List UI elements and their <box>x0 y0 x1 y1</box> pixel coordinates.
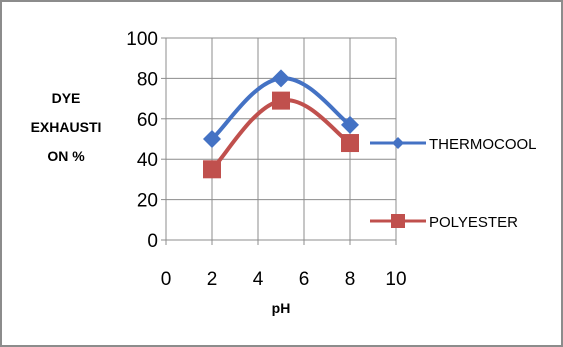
y-tick-label-0: 0 <box>147 231 158 252</box>
x-tick-label-2: 2 <box>207 269 218 290</box>
y-tick-label-60: 60 <box>137 110 158 131</box>
legend-label-thermocool: THERMOCOOL <box>429 136 537 153</box>
tick-labels: 0 20 40 60 80 100 0 2 4 6 8 10 <box>126 29 406 290</box>
y-tick-label-100: 100 <box>126 29 158 50</box>
legend-marker-polyester <box>391 214 405 228</box>
x-tick-label-0: 0 <box>161 269 172 290</box>
legend-item-polyester: POLYESTER <box>370 214 518 231</box>
legend: THERMOCOOL POLYESTER <box>370 136 537 231</box>
gridlines <box>166 37 397 240</box>
data-point-polyester-8 <box>341 134 359 153</box>
data-point-polyester-2 <box>203 160 221 179</box>
x-tick-label-4: 4 <box>253 269 264 290</box>
y-axis-title-line-1: DYE <box>52 90 81 106</box>
data-point-thermocool-5 <box>272 69 290 88</box>
y-tick-label-40: 40 <box>137 150 158 171</box>
legend-marker-thermocool <box>392 137 404 149</box>
series-thermocool <box>203 69 359 148</box>
y-tick-label-20: 20 <box>137 191 158 212</box>
y-axis-title-line-3: ON % <box>47 148 85 164</box>
series-layer <box>203 69 359 179</box>
series-polyester <box>203 91 359 179</box>
legend-label-polyester: POLYESTER <box>429 214 518 231</box>
legend-item-thermocool: THERMOCOOL <box>370 136 537 153</box>
x-tick-label-8: 8 <box>345 269 356 290</box>
y-axis-title-line-2: EXHAUSTI <box>31 119 102 135</box>
data-point-thermocool-8 <box>341 115 359 134</box>
data-point-thermocool-2 <box>203 130 221 148</box>
data-point-polyester-5 <box>272 91 290 110</box>
x-tick-label-10: 10 <box>385 269 406 290</box>
y-tick-label-80: 80 <box>137 69 158 90</box>
x-axis-title: pH <box>272 300 291 316</box>
x-tick-label-6: 6 <box>299 269 310 290</box>
axes <box>161 37 397 245</box>
